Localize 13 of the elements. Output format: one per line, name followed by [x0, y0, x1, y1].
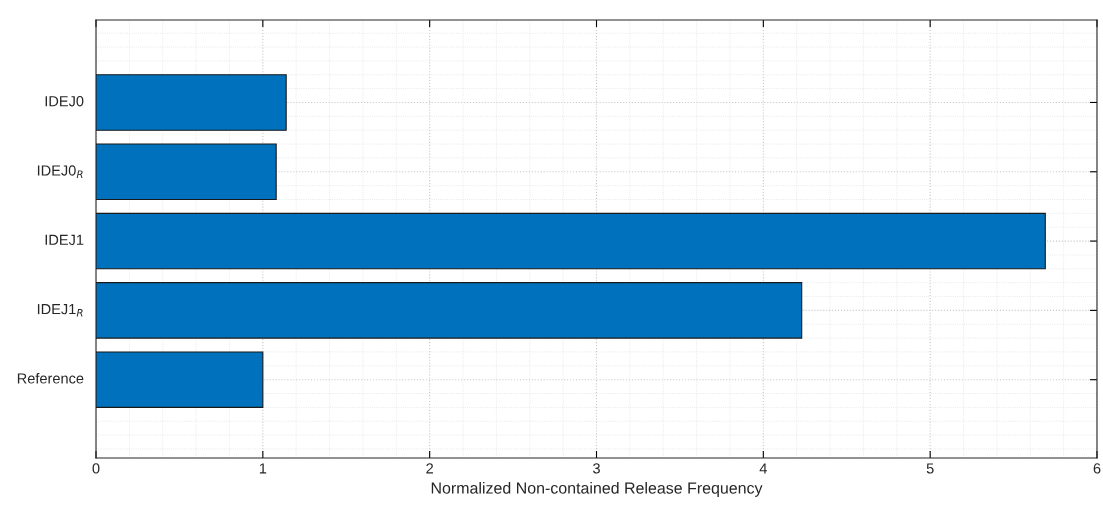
x-tick-label: 4: [759, 463, 767, 474]
x-tick-label: 0: [92, 463, 100, 474]
y-tick-label: IDEJ0$_{R}$: [37, 165, 83, 178]
y-tick-label: IDEJ0: [45, 96, 84, 107]
x-axis-title: Normalized Non-contained Release Frequency: [431, 482, 763, 497]
x-tick-label: 5: [926, 463, 934, 474]
y-tick-label: IDEJ1: [45, 234, 84, 245]
x-tick-label: 1: [259, 463, 267, 474]
y-tick-label: IDEJ1$_{R}$: [37, 304, 83, 317]
x-tick-label: 2: [426, 463, 433, 474]
x-tick-label: 3: [593, 463, 600, 474]
y-tick-label: Reference: [17, 372, 84, 384]
x-tick-label: 6: [1093, 463, 1101, 474]
